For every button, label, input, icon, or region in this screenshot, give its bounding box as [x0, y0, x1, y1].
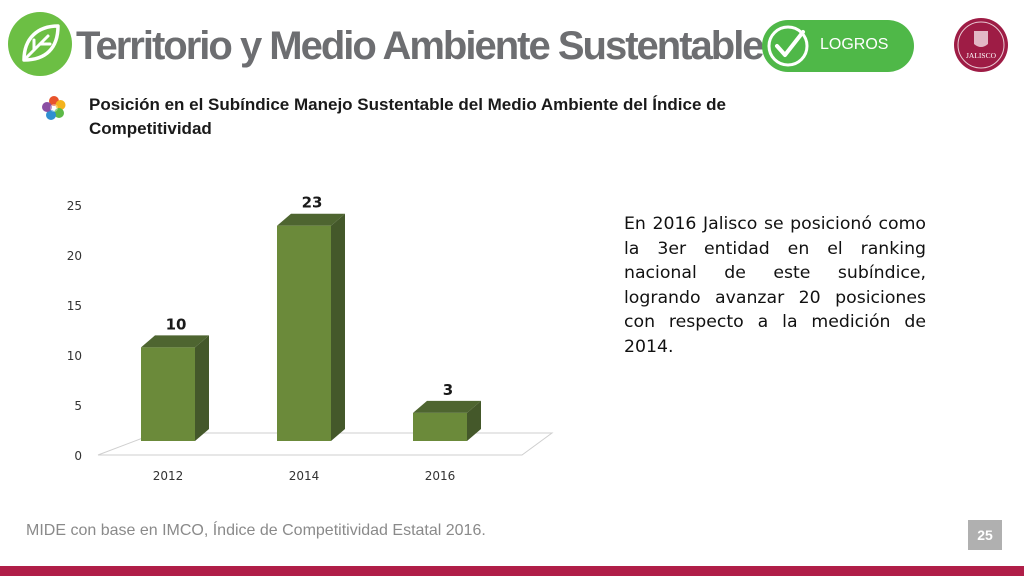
x-tick-label: 2012: [153, 469, 184, 483]
bar-front: [413, 412, 467, 441]
bar-front: [141, 347, 195, 441]
bar-chart: 0 5 10 15 20 25 10 23 3 2012 2014 2016: [67, 194, 554, 483]
jalisco-seal-icon: JALISCO: [954, 18, 1008, 72]
check-icon: [767, 25, 809, 67]
logros-label: LOGROS: [820, 36, 889, 53]
y-tick-label: 0: [74, 449, 82, 463]
data-label: 10: [166, 315, 187, 333]
bar-top: [277, 213, 345, 226]
page-title: Territorio y Medio Ambiente Sustentable: [76, 24, 765, 68]
x-tick-label: 2014: [289, 469, 320, 483]
y-tick-label: 20: [67, 249, 82, 263]
color-wheel-icon: [42, 96, 66, 120]
bar-front: [277, 225, 331, 441]
bar-2016: 3: [413, 381, 481, 441]
bar-side: [467, 400, 481, 441]
y-tick-label: 25: [67, 199, 82, 213]
y-tick-label: 5: [74, 399, 82, 413]
leaf-icon: [8, 12, 72, 76]
logros-badge: LOGROS: [762, 20, 914, 72]
data-label: 3: [443, 381, 453, 399]
page-number: 25: [968, 520, 1002, 550]
source-note: MIDE con base en IMCO, Índice de Competi…: [26, 522, 486, 539]
bar-top: [413, 400, 481, 413]
bar-2014: 23: [277, 194, 345, 441]
x-tick-label: 2016: [425, 469, 456, 483]
bar-top: [141, 335, 209, 348]
chart-subtitle: Posición en el Subíndice Manejo Sustenta…: [89, 95, 726, 138]
data-label: 23: [302, 194, 323, 212]
bar-side: [331, 213, 345, 441]
y-tick-label: 10: [67, 349, 82, 363]
y-tick-label: 15: [67, 299, 82, 313]
footer-bar: [0, 566, 1024, 576]
bar-side: [195, 335, 209, 441]
bar-2012: 10: [141, 315, 209, 441]
description-text: En 2016 Jalisco se posicionó como la 3er…: [624, 214, 926, 357]
seal-text: JALISCO: [966, 51, 997, 60]
